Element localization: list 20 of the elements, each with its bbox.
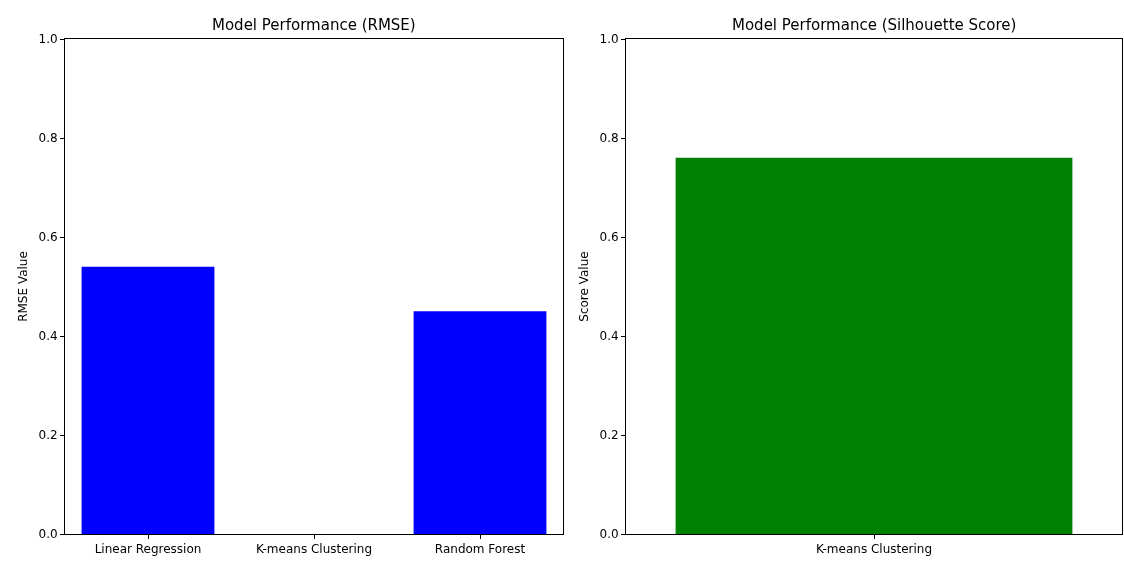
x-tick-label: K-means Clustering xyxy=(815,542,933,557)
x-tick-label: Linear Regression xyxy=(94,542,202,557)
y-tick-label: 0.8 xyxy=(38,131,58,146)
y-tick-label: 0.6 xyxy=(599,230,619,245)
y-tick-label: 0.2 xyxy=(599,428,619,443)
y-axis-title: Score Value xyxy=(576,251,591,322)
y-tick-label: 0.4 xyxy=(38,329,58,344)
y-tick-label: 0.4 xyxy=(599,329,619,344)
chart-title: Model Performance (Silhouette Score) xyxy=(732,16,1017,34)
y-tick-label: 0.8 xyxy=(599,131,619,146)
y-tick-label: 1.0 xyxy=(599,32,619,47)
chart-title: Model Performance (RMSE) xyxy=(212,16,416,34)
y-tick-label: 0.6 xyxy=(38,230,58,245)
y-axis-title: RMSE Value xyxy=(15,251,30,322)
y-tick-label: 1.0 xyxy=(38,32,58,47)
y-tick-label: 0.0 xyxy=(599,527,619,542)
x-tick-label: K-means Clustering xyxy=(255,542,373,557)
y-tick-label: 0.2 xyxy=(38,428,58,443)
y-tick-label: 0.0 xyxy=(38,527,58,542)
x-tick-label: Random Forest xyxy=(434,542,526,557)
